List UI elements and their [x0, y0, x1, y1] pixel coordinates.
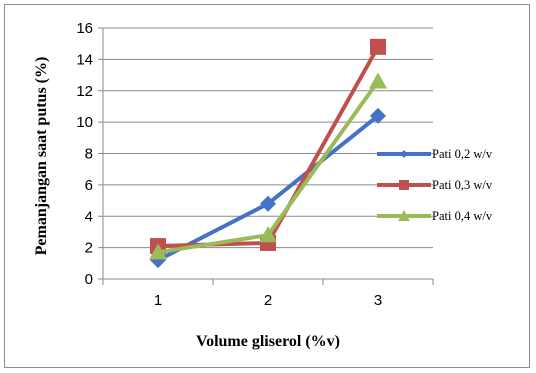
series-group: [149, 38, 387, 269]
legend: Pati 0,2 w/v Pati 0,3 w/v Pati 0,4 w/v: [377, 147, 493, 223]
legend-label: Pati 0,3 w/v: [432, 178, 493, 192]
y-tick-label: 14: [76, 51, 93, 68]
legend-marker: [399, 180, 409, 190]
data-point: [369, 72, 387, 89]
x-tick-label: 2: [264, 292, 272, 309]
axes: [98, 27, 434, 285]
legend-item: Pati 0,3 w/v: [377, 178, 493, 192]
series-2: [150, 38, 386, 255]
x-tick-label: 1: [154, 292, 162, 309]
data-point: [150, 252, 166, 269]
legend-marker: [400, 150, 408, 158]
data-point: [370, 38, 386, 55]
x-axis-title: Volume gliserol (%v): [196, 333, 340, 350]
legend-label: Pati 0,2 w/v: [432, 147, 493, 161]
legend-item: Pati 0,4 w/v: [377, 209, 493, 223]
y-tick-label: 2: [85, 240, 93, 257]
data-point: [260, 195, 276, 212]
legend-label: Pati 0,4 w/v: [432, 209, 493, 223]
y-tick-label: 12: [76, 83, 93, 100]
y-tick-label: 8: [85, 146, 93, 163]
chart-frame: [4, 4, 530, 368]
series-3: [149, 72, 387, 260]
series-1: [150, 107, 386, 269]
legend-item: Pati 0,2 w/v: [377, 147, 493, 161]
y-tick-label: 6: [85, 177, 93, 194]
legend-marker: [398, 210, 410, 221]
data-point: [149, 243, 167, 260]
x-tick-label: 3: [374, 292, 382, 309]
y-tick-label: 4: [85, 208, 93, 225]
data-point: [259, 226, 277, 243]
y-axis-title: Pemanjangan saat putus (%): [33, 57, 50, 256]
y-tick-label: 0: [85, 271, 93, 288]
y-tick-label: 10: [76, 114, 93, 131]
y-tick-label: 16: [76, 20, 93, 37]
data-point: [370, 107, 386, 124]
